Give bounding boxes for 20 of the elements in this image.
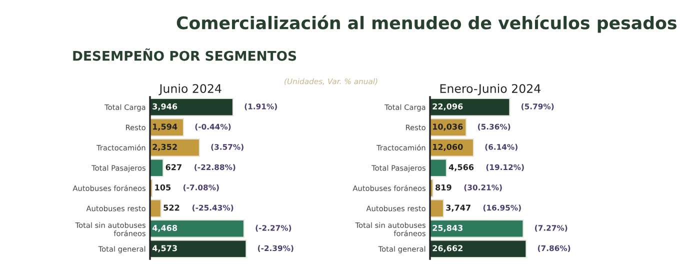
data-label: 4,468 [152,224,178,232]
text: DESEMPEÑO POR SEGMENTOS [73,48,296,61]
chart-title: Junio 2024 [158,84,222,96]
data-label: 25,843 [432,224,463,232]
data-label: 1,594 [152,124,178,131]
data-label: 22,096 [432,103,463,110]
text: Comercialización al menudeo de vehículos pesados [176,15,676,33]
data-label: 522 [164,204,180,211]
data-label: 819 [436,184,452,190]
data-label: 2,352 [152,144,177,151]
data-label: 10,036 [432,124,463,131]
data-label: 4,566 [448,164,474,172]
data-label: 105 [155,184,171,190]
data-label: 3,946 [152,103,178,110]
data-label: 12,060 [432,144,463,151]
data-label: 627 [166,164,182,170]
chart-title: Enero-Junio 2024 [440,84,540,96]
data-label: 3,747 [446,204,470,212]
data-label: 4,573 [152,245,177,252]
data-label: 26,662 [432,245,462,252]
